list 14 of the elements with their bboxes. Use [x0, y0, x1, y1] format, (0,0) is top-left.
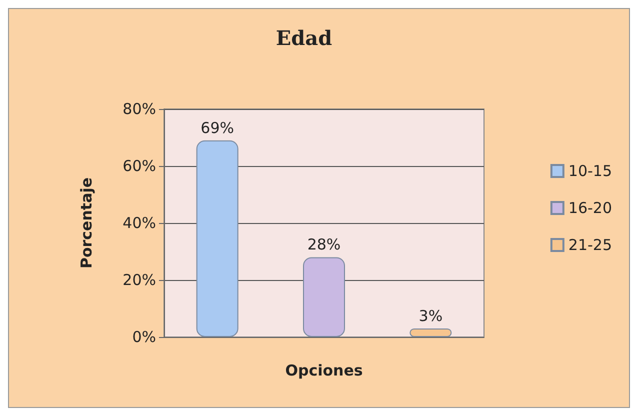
x-axis-title: Opciones	[285, 362, 363, 380]
chart-title: Edad	[276, 26, 332, 50]
y-tick-label: 40%	[122, 214, 156, 232]
y-tick-label: 20%	[122, 271, 156, 289]
y-tick-label: 80%	[122, 100, 156, 118]
y-tick-label: 60%	[122, 157, 156, 175]
legend-label: 16-20	[568, 199, 612, 217]
data-label: 3%	[418, 306, 443, 325]
legend-label: 21-25	[568, 236, 612, 254]
legend-label: 10-15	[568, 162, 612, 180]
data-label: 69%	[200, 118, 234, 137]
y-tick-label: 0%	[132, 328, 156, 346]
data-label: 28%	[307, 236, 341, 254]
y-axis-title: Porcentaje	[78, 177, 96, 269]
